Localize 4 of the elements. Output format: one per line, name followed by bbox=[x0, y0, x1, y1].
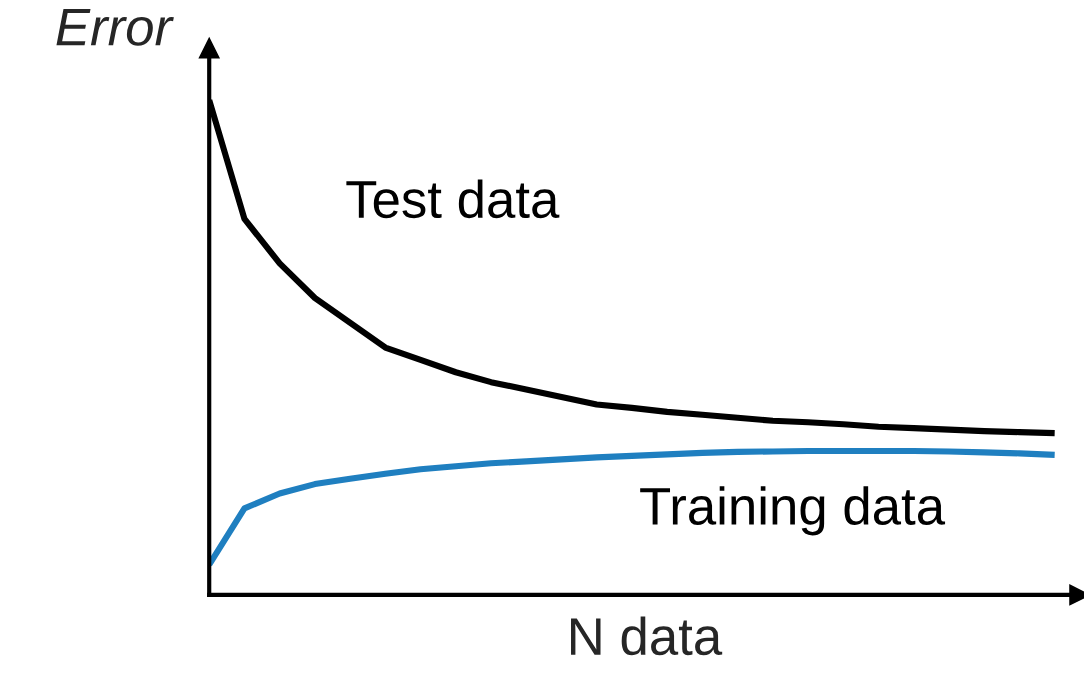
series-label: Training data bbox=[640, 486, 946, 536]
y-axis-title: Error bbox=[56, 9, 174, 46]
series-label: Test data bbox=[346, 179, 560, 219]
x-axis-title: N data bbox=[571, 616, 723, 656]
